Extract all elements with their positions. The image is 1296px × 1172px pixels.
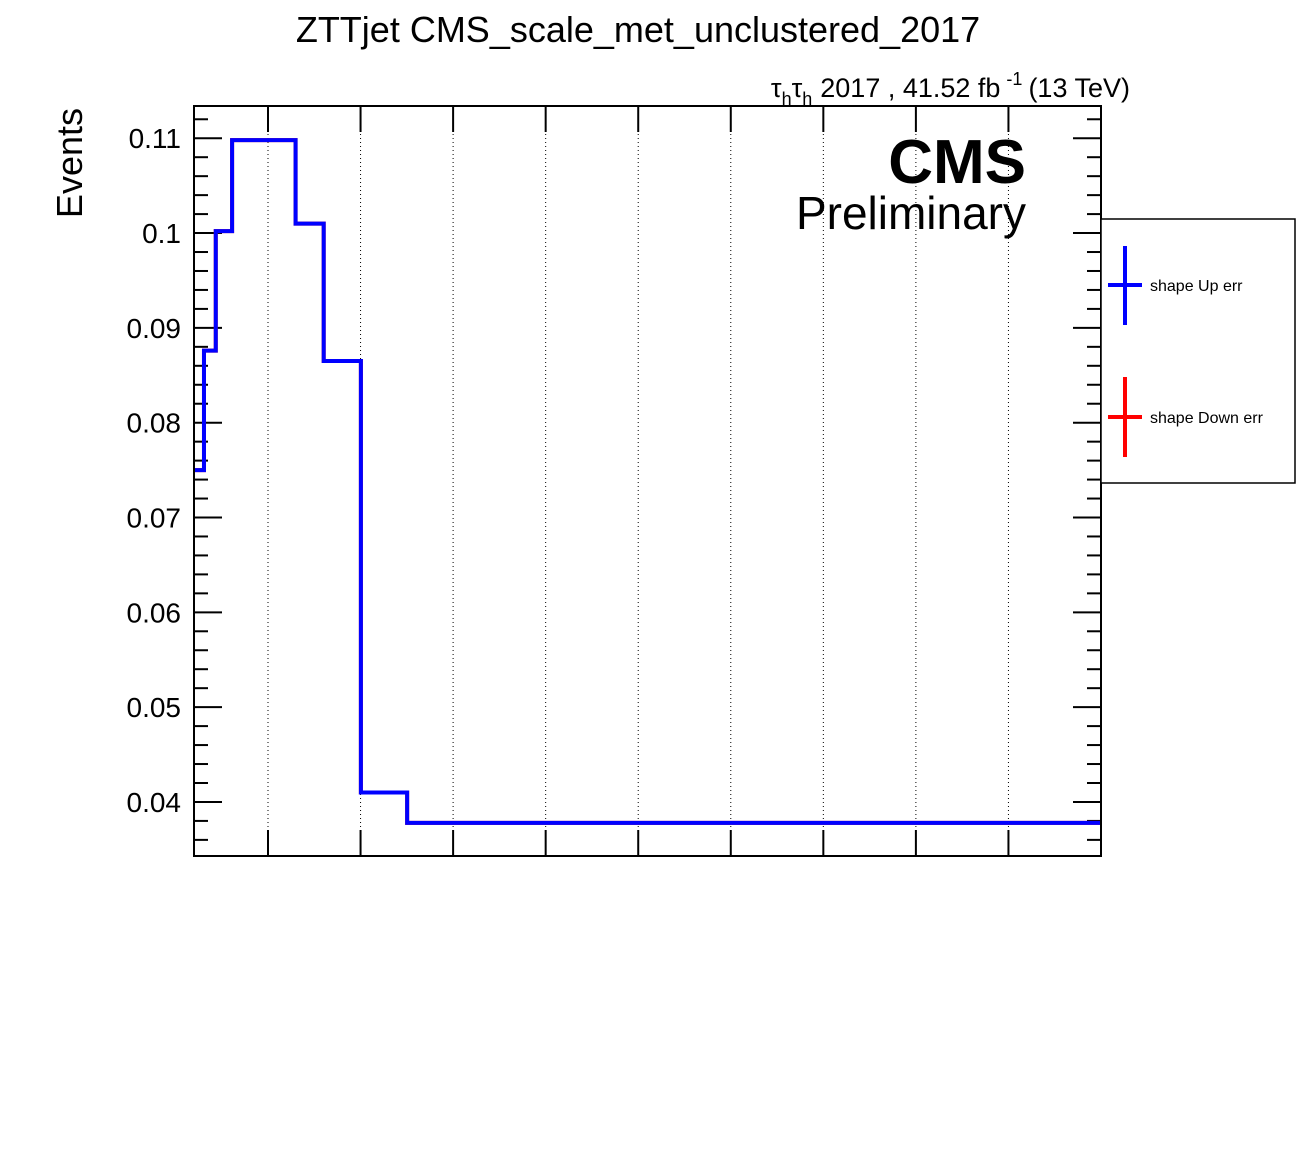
lumi-tau-2: τ <box>792 73 803 103</box>
grid <box>267 106 1009 856</box>
lumi-tau-1: τ <box>771 73 782 103</box>
legend-label-up: shape Up err <box>1150 278 1243 295</box>
axis-ticks <box>194 106 1101 856</box>
legend-entry-down: shape Down err <box>1108 377 1264 457</box>
y-tick-label: 0.04 <box>127 787 182 818</box>
lumi-energy: (13 TeV) <box>1028 73 1130 103</box>
lumi-sub-2: h <box>802 89 812 109</box>
y-tick-label: 0.11 <box>129 123 181 154</box>
y-tick-label: 0.09 <box>127 313 182 344</box>
lumi-superscript: -1 <box>1006 69 1022 89</box>
lumi-label: τhτh 2017 , 41.52 fb -1 (13 TeV) <box>771 69 1130 109</box>
y-tick-label: 0.1 <box>142 218 181 249</box>
y-tick-labels: 0.04 0.05 0.06 0.07 0.08 0.09 0.1 0.11 <box>127 123 182 818</box>
y-tick-label: 0.06 <box>127 597 182 628</box>
lumi-sub-1: h <box>782 89 792 109</box>
series-line-shape-up-err <box>194 138 1101 825</box>
y-axis-label: Events <box>49 108 90 218</box>
cms-label: CMS <box>888 128 1026 197</box>
legend-label-down: shape Down err <box>1150 410 1264 427</box>
series-line-shape-down-err <box>194 138 1101 825</box>
y-tick-label: 0.08 <box>127 408 182 439</box>
legend-box <box>1100 218 1296 484</box>
chart-title: ZTTjet CMS_scale_met_unclustered_2017 <box>296 9 980 50</box>
y-tick-label: 0.07 <box>127 503 182 534</box>
cms-sublabel: Preliminary <box>796 187 1026 239</box>
legend: shape Up err shape Down err <box>1100 218 1296 484</box>
legend-entry-up: shape Up err <box>1108 246 1243 325</box>
y-tick-label: 0.05 <box>127 692 182 723</box>
lumi-text: 2017 , 41.52 fb <box>820 73 1000 103</box>
series-group <box>194 138 1101 825</box>
